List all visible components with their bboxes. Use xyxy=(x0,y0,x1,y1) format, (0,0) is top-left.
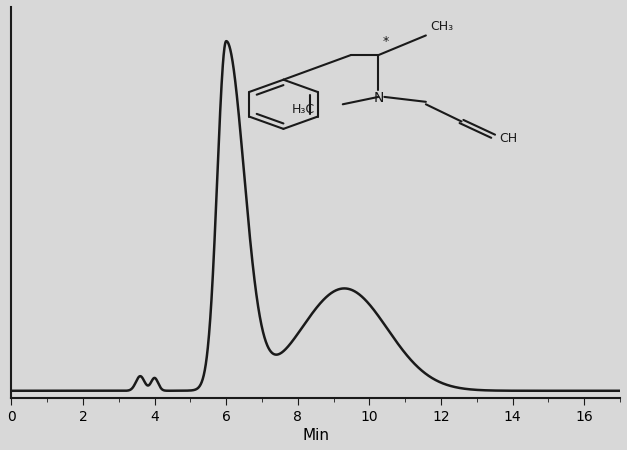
X-axis label: Min: Min xyxy=(302,428,329,443)
